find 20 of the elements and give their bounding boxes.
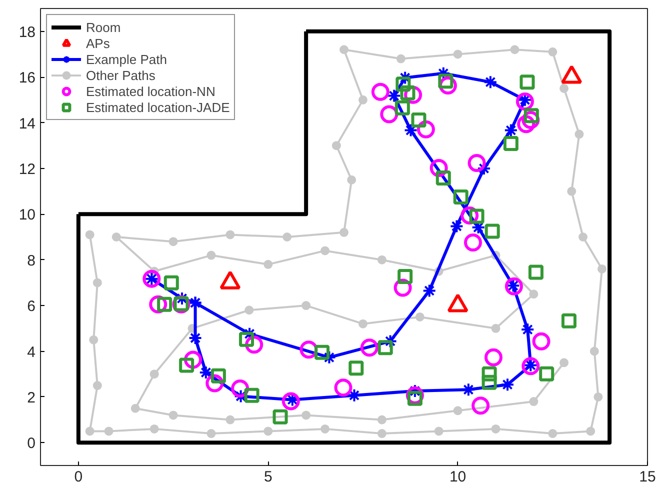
y-tick-label: 12 bbox=[18, 160, 36, 178]
y-tick-label: 18 bbox=[18, 24, 36, 41]
y-tick-label: 14 bbox=[18, 115, 36, 132]
y-tick-label: 8 bbox=[27, 252, 36, 270]
y-tick-label: 4 bbox=[27, 344, 36, 361]
x-tick-label: 0 bbox=[74, 468, 83, 486]
y-tick-label: 16 bbox=[18, 70, 36, 87]
y-tick-label: 10 bbox=[18, 206, 36, 224]
x-tick-label: 15 bbox=[639, 468, 656, 486]
y-tick-label: 6 bbox=[27, 298, 36, 316]
legend-label: Example Path bbox=[86, 51, 167, 67]
legend-label: Estimated location-NN bbox=[86, 83, 216, 99]
legend-label: Estimated location-JADE bbox=[86, 99, 230, 115]
legend-label: APs bbox=[86, 35, 110, 51]
x-tick-label: 5 bbox=[264, 468, 272, 486]
y-tick-label: 2 bbox=[27, 389, 36, 406]
y-tick-label: 0 bbox=[27, 435, 36, 452]
x-tick-label: 10 bbox=[449, 468, 466, 486]
legend-label: Other Paths bbox=[86, 67, 156, 83]
legend-label: Room bbox=[86, 19, 121, 35]
